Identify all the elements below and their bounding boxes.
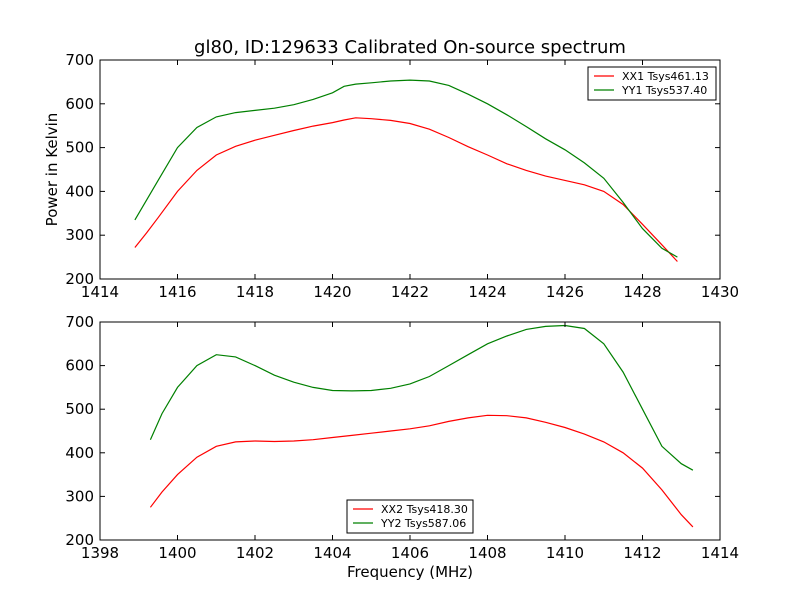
legend-label: YY1 Tsys537.40 [621, 84, 707, 97]
y-tick-label: 200 [65, 531, 94, 549]
y-tick-label: 600 [65, 95, 94, 113]
x-tick-label: 1404 [313, 544, 351, 562]
x-tick-label: 1424 [468, 283, 506, 301]
x-tick-label: 1428 [623, 283, 661, 301]
x-tick-label: 1420 [313, 283, 351, 301]
x-tick-label: 1426 [546, 283, 584, 301]
top-panel: 1414 1416 1418 1420 1422 1424 1426 1428 1430 200 3… [43, 51, 739, 301]
y-tick-label: 600 [65, 357, 94, 375]
y-tick-label: 400 [65, 444, 94, 462]
y-tick-label: 400 [65, 182, 94, 200]
y-tick-label: 300 [65, 226, 94, 244]
series-line-yy-panel-1 [134, 79, 678, 258]
y-tick-label: 700 [65, 313, 94, 331]
x-tick-label: 1422 [391, 283, 429, 301]
legend-label: YY2 Tsys587.06 [380, 517, 466, 530]
y-tick-label: 700 [65, 51, 94, 69]
x-axis-label: Frequency (MHz) [347, 563, 473, 581]
x-tick-label: 1414 [81, 283, 119, 301]
y-tick-label: 300 [65, 487, 94, 505]
legend-label: XX1 Tsys461.13 [622, 70, 709, 83]
x-tick-label: 1406 [391, 544, 429, 562]
x-tick-label: 1430 [701, 283, 739, 301]
legend-label: XX2 Tsys418.30 [381, 503, 468, 516]
legend-box [587, 66, 717, 101]
series-line-xx-panel-2 [149, 414, 694, 528]
x-tick-label: 1400 [158, 544, 196, 562]
x-tick-label: 1414 [701, 544, 739, 562]
x-tick-label: 1410 [546, 544, 584, 562]
y-tick-label: 500 [65, 139, 94, 157]
x-tick-label: 1402 [236, 544, 274, 562]
chart-title: gl80, ID:129633 Calibrated On-source spe… [194, 37, 626, 58]
y-axis-label: Power in Kelvin [43, 113, 61, 227]
x-tick-label: 1416 [158, 283, 196, 301]
y-tick-label: 500 [65, 400, 94, 418]
x-tick-label: 1408 [468, 544, 506, 562]
x-tick-label: 1412 [623, 544, 661, 562]
y-tick-label: 200 [65, 270, 94, 288]
series-line-xx-panel-1 [134, 117, 678, 262]
bottom-panel: 1398 1400 1402 1404 1406 1408 1410 1412 1414 200 3… [65, 313, 739, 581]
series-line-yy-panel-2 [149, 324, 694, 471]
x-tick-label: 1398 [81, 544, 119, 562]
legend-box [346, 499, 474, 534]
x-tick-label: 1418 [236, 283, 274, 301]
